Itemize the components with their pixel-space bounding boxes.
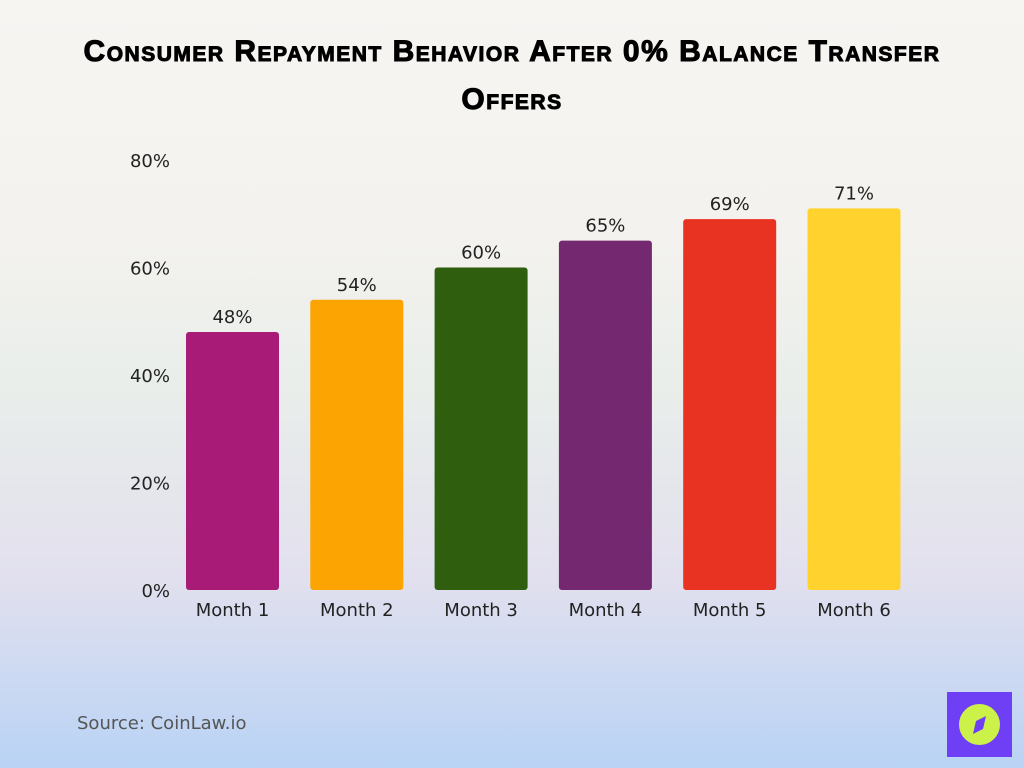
x-tick-label: Month 1 xyxy=(196,600,270,621)
bar xyxy=(186,332,279,590)
x-tick-label: Month 5 xyxy=(693,600,767,621)
x-tick-label: Month 2 xyxy=(320,600,394,621)
y-tick-label: 40% xyxy=(130,366,170,387)
bar xyxy=(558,240,652,590)
data-label: 71% xyxy=(834,183,874,204)
chart-title: Consumer Repayment Behavior After 0% Bal… xyxy=(83,35,941,117)
x-tick-label: Month 6 xyxy=(817,600,891,621)
data-label: 48% xyxy=(212,307,252,328)
brand-logo xyxy=(947,692,1012,757)
source-note: Source: CoinLaw.io xyxy=(77,713,247,734)
y-tick-label: 20% xyxy=(130,474,170,495)
bar xyxy=(683,219,777,590)
compass-icon xyxy=(959,704,1000,745)
bar xyxy=(310,299,404,590)
x-tick-label: Month 3 xyxy=(444,600,518,621)
y-tick-label: 60% xyxy=(130,259,170,280)
data-label: 60% xyxy=(461,243,501,264)
x-tick-label: Month 4 xyxy=(569,600,643,621)
data-label: 54% xyxy=(337,275,377,296)
y-tick-label: 0% xyxy=(141,581,170,602)
data-label: 65% xyxy=(585,216,625,237)
bar xyxy=(807,208,901,590)
y-tick-label: 80% xyxy=(130,151,170,172)
bar xyxy=(434,267,528,590)
data-label: 69% xyxy=(710,194,750,215)
